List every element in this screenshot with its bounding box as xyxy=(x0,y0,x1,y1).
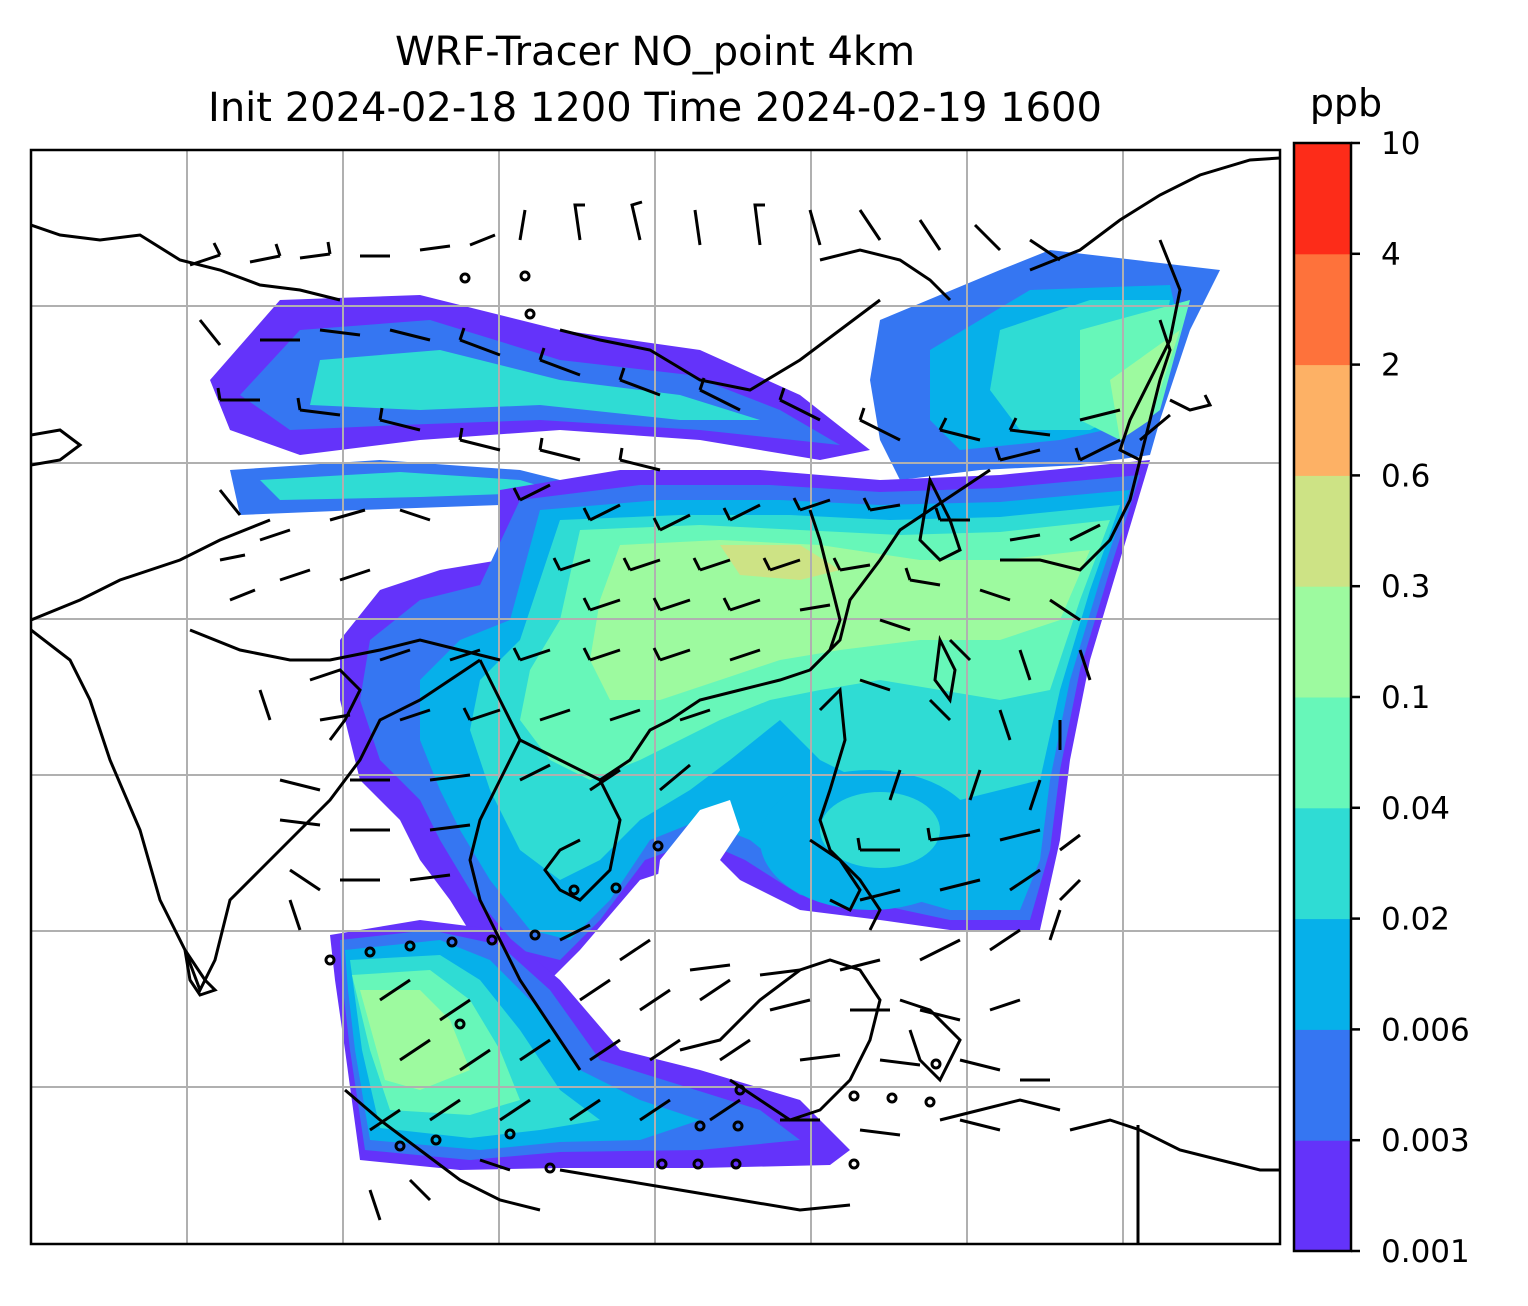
colorbar-tick-label: 0.1 xyxy=(1381,680,1430,716)
colorbar-swatch xyxy=(1294,807,1351,920)
colorbar-swatches xyxy=(1294,143,1351,1252)
colorbar-tick-label: 2 xyxy=(1381,348,1401,384)
colorbar-tick-label: 0.6 xyxy=(1381,458,1430,494)
colorbar-swatch xyxy=(1294,586,1351,698)
colorbar-swatch xyxy=(1294,1140,1351,1252)
colorbar-ticks: 0.001 0.003 0.006 0.02 0.04 0.1 0.3 0.6 2 4 10 xyxy=(1351,126,1470,1270)
colorbar-swatch xyxy=(1294,253,1351,366)
colorbar-swatch xyxy=(1294,143,1351,255)
map-area xyxy=(31,150,1280,1244)
colorbar-tick-label: 0.04 xyxy=(1381,791,1450,827)
wind-barbs xyxy=(189,200,1171,1221)
colorbar-swatch xyxy=(1294,1029,1351,1141)
coastlines xyxy=(31,156,1280,1244)
calm-circles xyxy=(324,270,942,1174)
colorbar-tick-label: 0.006 xyxy=(1381,1012,1470,1048)
colorbar-swatch xyxy=(1294,475,1351,587)
colorbar-tick-label: 0.001 xyxy=(1381,1234,1470,1270)
colorbar-swatch xyxy=(1294,364,1351,476)
colorbar-unit-label: ppb xyxy=(1310,81,1382,125)
map-title-line-1: WRF-Tracer NO_point 4km xyxy=(394,29,916,75)
map-title-line-2: Init 2024-02-18 1200 Time 2024-02-19 160… xyxy=(208,85,1102,131)
map-frame xyxy=(29,148,1282,1246)
colorbar-tick-label: 4 xyxy=(1381,237,1401,273)
colorbar-swatch xyxy=(1294,918,1351,1030)
colorbar-tick-label: 0.003 xyxy=(1381,1123,1470,1159)
colorbar: ppb 0.001 0.003 0.006 0.02 0.04 0.1 0.3 0.6 2 4 10 xyxy=(1292,81,1470,1270)
colorbar-tick-label: 0.3 xyxy=(1381,569,1430,605)
tracer-plume xyxy=(210,250,1220,1170)
colorbar-swatch xyxy=(1294,697,1351,809)
colorbar-tick-label: 0.02 xyxy=(1381,902,1450,938)
map-gridlines xyxy=(31,150,1280,1244)
colorbar-tick-label: 10 xyxy=(1381,126,1420,162)
